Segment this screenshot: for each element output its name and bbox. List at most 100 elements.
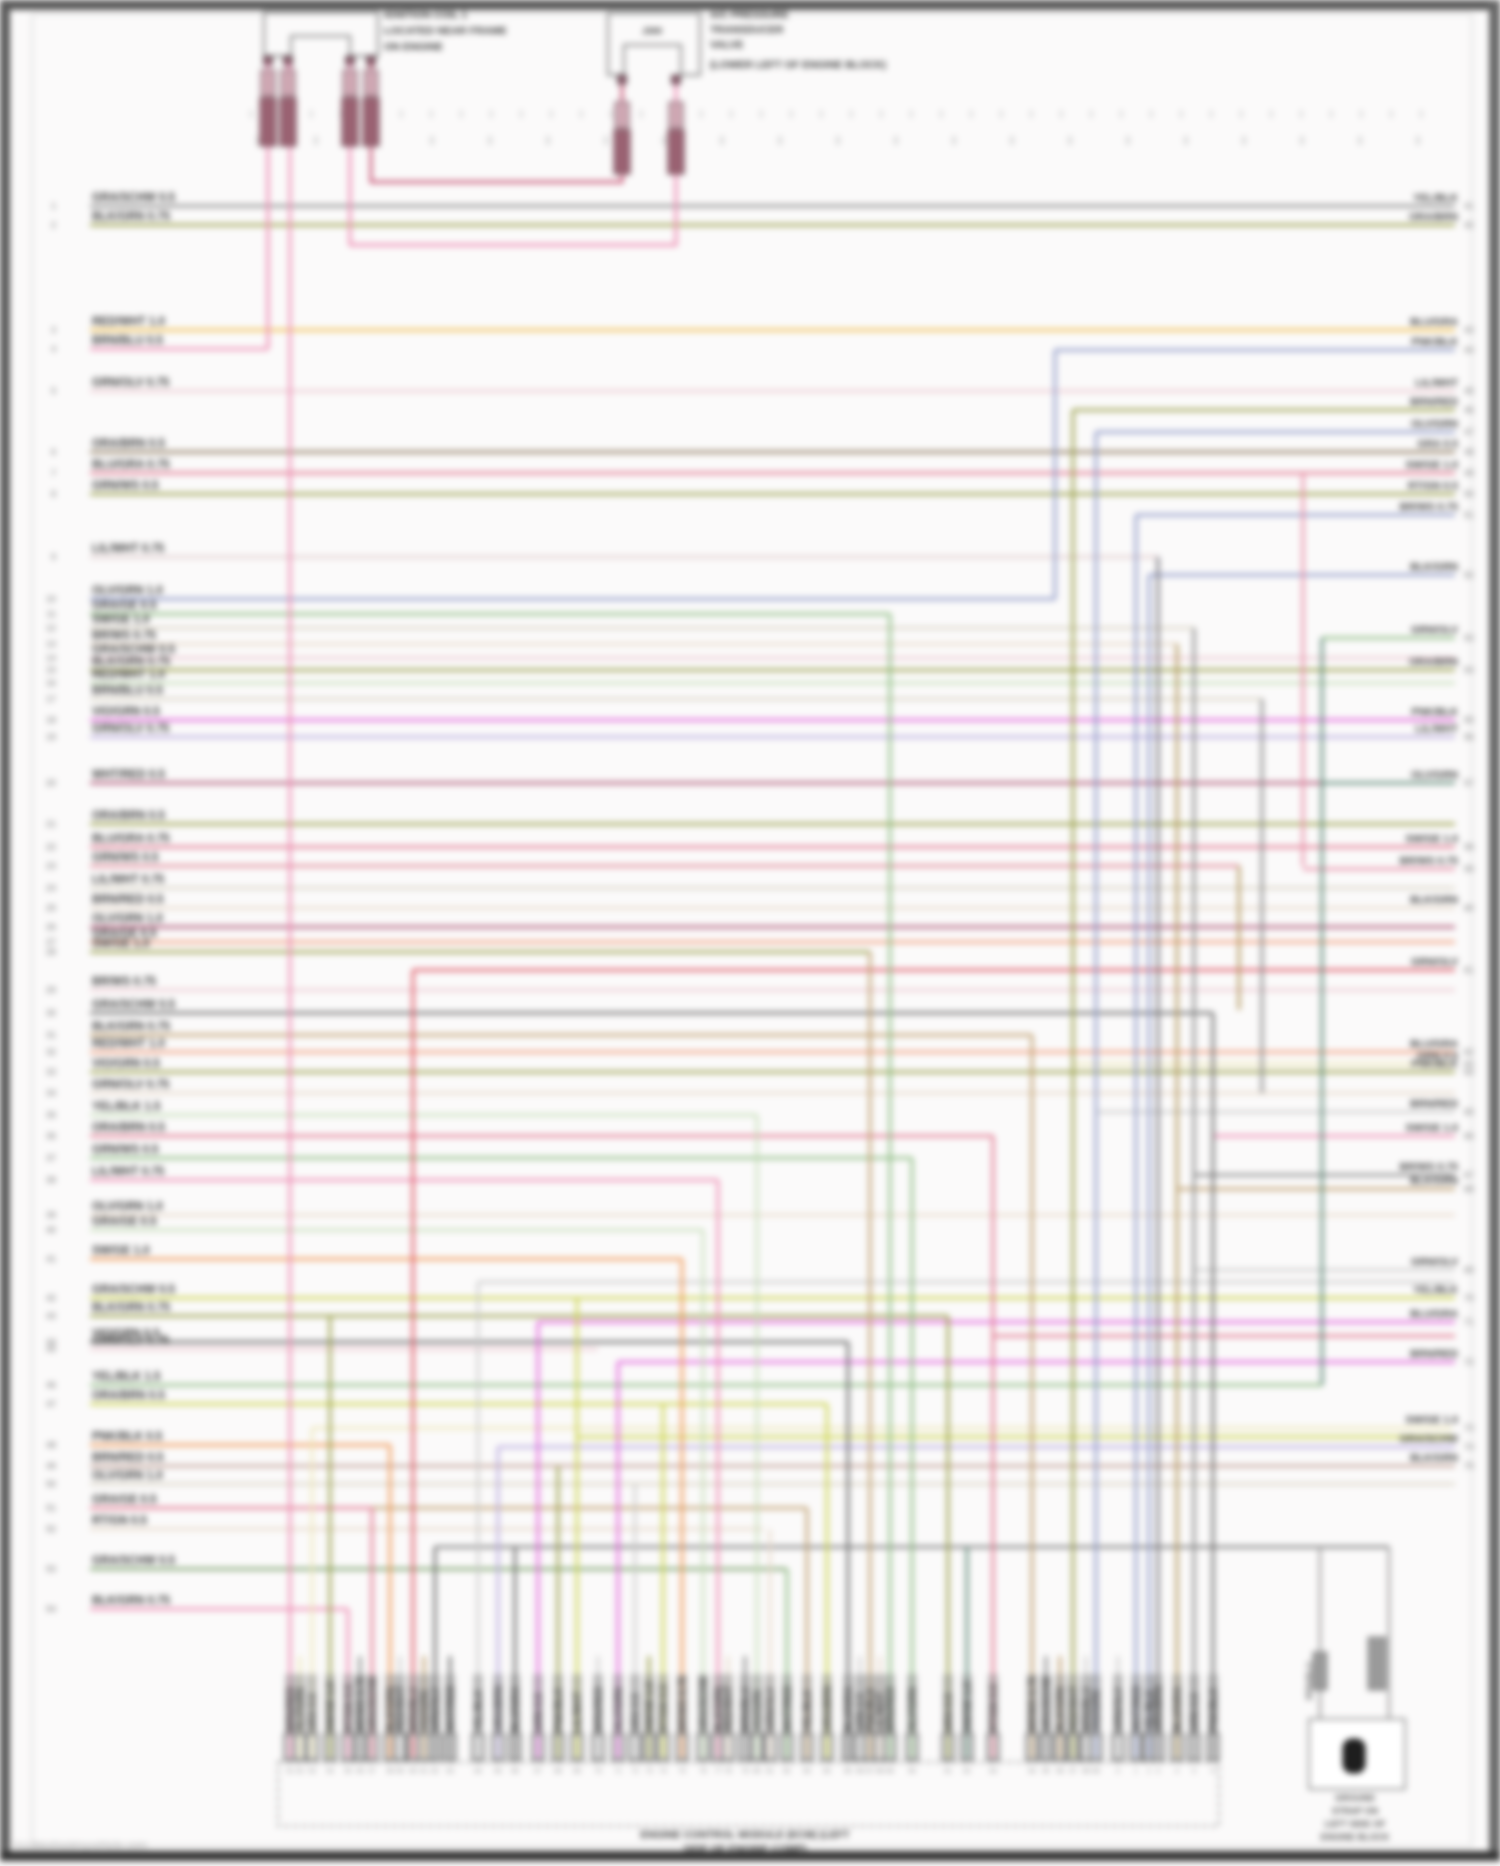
- svg-text:88: 88: [876, 1768, 884, 1775]
- svg-text:68: 68: [1464, 1184, 1474, 1194]
- svg-text:27: 27: [46, 937, 56, 947]
- svg-text:87: 87: [866, 1768, 874, 1775]
- svg-text:66: 66: [1464, 1131, 1474, 1141]
- svg-text:54: 54: [1464, 665, 1474, 675]
- svg-text:SW/GE 1.0: SW/GE 1.0: [1405, 459, 1458, 471]
- svg-text:troubleshootmyvehicle.com: troubleshootmyvehicle.com: [14, 1840, 147, 1852]
- svg-text:7: 7: [51, 468, 56, 478]
- svg-text:29: 29: [46, 985, 56, 995]
- svg-text:50: 50: [1464, 489, 1474, 499]
- svg-text:23: 23: [46, 861, 56, 871]
- svg-text:1: 1: [1134, 1768, 1138, 1775]
- svg-text:89: 89: [886, 1768, 894, 1775]
- svg-text:14: 14: [46, 653, 56, 663]
- svg-text:4: 4: [51, 344, 56, 354]
- svg-text:53: 53: [1464, 633, 1474, 643]
- svg-text:GRA/GE 0.5: GRA/GE 0.5: [92, 600, 157, 612]
- svg-text:RED/WHT 1.0: RED/WHT 1.0: [92, 1038, 165, 1050]
- svg-text:WHT/RED: WHT/RED: [446, 1685, 457, 1732]
- svg-text:60: 60: [1464, 903, 1474, 913]
- svg-text:VALVE: VALVE: [710, 39, 743, 51]
- svg-text:GRN/WS 0.5: GRN/WS 0.5: [92, 480, 159, 492]
- svg-text:LIL/WHT: LIL/WHT: [1415, 723, 1458, 735]
- svg-text:10: 10: [46, 594, 56, 604]
- svg-text:75: 75: [1464, 1461, 1474, 1471]
- svg-text:PNK/BLK: PNK/BLK: [1209, 1687, 1220, 1732]
- svg-text:3: 3: [51, 325, 56, 335]
- svg-text:39: 39: [46, 1210, 56, 1220]
- svg-text:44: 44: [1464, 345, 1474, 355]
- svg-text:BLU/GRA 0.75: BLU/GRA 0.75: [92, 459, 170, 471]
- svg-text:1: 1: [51, 201, 56, 211]
- svg-text:LEFT SIDE OF: LEFT SIDE OF: [1324, 1819, 1386, 1829]
- svg-text:66: 66: [511, 1768, 519, 1775]
- svg-text:77: 77: [714, 1768, 722, 1775]
- svg-text:41: 41: [1464, 201, 1474, 211]
- svg-text:2: 2: [1147, 1768, 1151, 1775]
- svg-text:73: 73: [645, 1768, 653, 1775]
- svg-text:PNK/BLK: PNK/BLK: [554, 1687, 565, 1732]
- svg-text:45: 45: [1464, 386, 1474, 396]
- svg-text:50: 50: [46, 1479, 56, 1489]
- svg-text:BLK/GRN: BLK/GRN: [1410, 561, 1458, 573]
- svg-text:63: 63: [1464, 1059, 1474, 1069]
- svg-text:BRN/BLU: BRN/BLU: [1082, 1687, 1093, 1732]
- svg-text:74: 74: [1464, 1442, 1474, 1452]
- svg-text:46: 46: [1464, 405, 1474, 415]
- svg-text:BLK/GRN: BLK/GRN: [714, 1686, 725, 1732]
- svg-text:SW/GE 1.0: SW/GE 1.0: [92, 614, 150, 626]
- svg-text:YEL/BLK 1.5: YEL/BLK 1.5: [92, 1101, 161, 1113]
- svg-text:OLV/GRN 1.0: OLV/GRN 1.0: [92, 585, 163, 597]
- svg-text:SW/GE 1.0: SW/GE 1.0: [92, 1245, 150, 1257]
- svg-text:OLV/GRN 1.0: OLV/GRN 1.0: [92, 1201, 163, 1213]
- svg-text:GRN 0.5: GRN 0.5: [856, 1693, 867, 1732]
- svg-text:40: 40: [46, 1225, 56, 1235]
- svg-text:52: 52: [1464, 570, 1474, 580]
- svg-text:OLV/GRN 1.0: OLV/GRN 1.0: [92, 1470, 163, 1482]
- svg-text:RT/GN 0.5: RT/GN 0.5: [659, 1684, 670, 1732]
- svg-text:96: 96: [1056, 1768, 1064, 1775]
- svg-text:VIO/GRN: VIO/GRN: [1092, 1690, 1103, 1732]
- svg-text:GRA/SCHW: GRA/SCHW: [699, 1676, 710, 1732]
- svg-text:ORA/BRN 0.5: ORA/BRN 0.5: [92, 810, 165, 822]
- svg-text:GRA/GE 0.5: GRA/GE 0.5: [92, 1216, 157, 1228]
- svg-text:56: 56: [1464, 732, 1474, 742]
- svg-text:43: 43: [1464, 325, 1474, 335]
- svg-text:52: 52: [46, 1524, 56, 1534]
- svg-text:BLK/GRN: BLK/GRN: [386, 1686, 397, 1732]
- svg-text:VIO/GRN: VIO/GRN: [420, 1690, 431, 1732]
- svg-text:53: 53: [46, 1564, 56, 1574]
- svg-text:ORA/BRN: ORA/BRN: [823, 1685, 834, 1732]
- svg-text:59: 59: [1464, 864, 1474, 874]
- svg-text:0: 0: [1116, 1768, 1120, 1775]
- svg-text:73: 73: [1464, 1423, 1474, 1433]
- svg-text:GRN/OLV: GRN/OLV: [431, 1687, 442, 1732]
- svg-text:68: 68: [554, 1768, 562, 1775]
- svg-text:BRN/BLU: BRN/BLU: [741, 1687, 752, 1732]
- svg-text:52: 52: [296, 1768, 304, 1775]
- svg-text:BR/WS 0.75: BR/WS 0.75: [92, 976, 157, 988]
- svg-text:BLU/GRA 0.75: BLU/GRA 0.75: [92, 833, 170, 845]
- svg-text:GRN/OLV 0.75: GRN/OLV 0.75: [92, 377, 170, 389]
- svg-text:LIL/WHT: LIL/WHT: [876, 1691, 887, 1732]
- svg-text:65: 65: [494, 1768, 502, 1775]
- svg-text:74: 74: [659, 1768, 667, 1775]
- svg-text:70: 70: [594, 1768, 602, 1775]
- svg-text:BLK/GRN 0.75: BLK/GRN 0.75: [92, 656, 171, 668]
- svg-text:65: 65: [1464, 1107, 1474, 1117]
- svg-text:(LOWER LEFT OF ENGINE BLOCK): (LOWER LEFT OF ENGINE BLOCK): [710, 59, 886, 71]
- svg-text:83: 83: [803, 1768, 811, 1775]
- svg-text:84: 84: [823, 1768, 831, 1775]
- svg-text:BRN/RED: BRN/RED: [594, 1686, 605, 1732]
- svg-text:86: 86: [856, 1768, 864, 1775]
- svg-text:81: 81: [766, 1768, 774, 1775]
- svg-text:GRA/GE 0.5: GRA/GE 0.5: [92, 1494, 157, 1506]
- svg-text:99: 99: [1092, 1768, 1100, 1775]
- svg-text:4: 4: [1175, 1768, 1179, 1775]
- svg-text:ORA/BRN: ORA/BRN: [1154, 1685, 1165, 1732]
- svg-text:43: 43: [46, 1311, 56, 1321]
- svg-text:WHT/RED: WHT/RED: [1132, 1685, 1143, 1732]
- svg-text:SW/GE 1.0: SW/GE 1.0: [1405, 1122, 1458, 1134]
- svg-text:BLK/GRN 0.75: BLK/GRN 0.75: [92, 1302, 171, 1314]
- svg-text:VIO/GRN 0.5: VIO/GRN 0.5: [92, 706, 160, 718]
